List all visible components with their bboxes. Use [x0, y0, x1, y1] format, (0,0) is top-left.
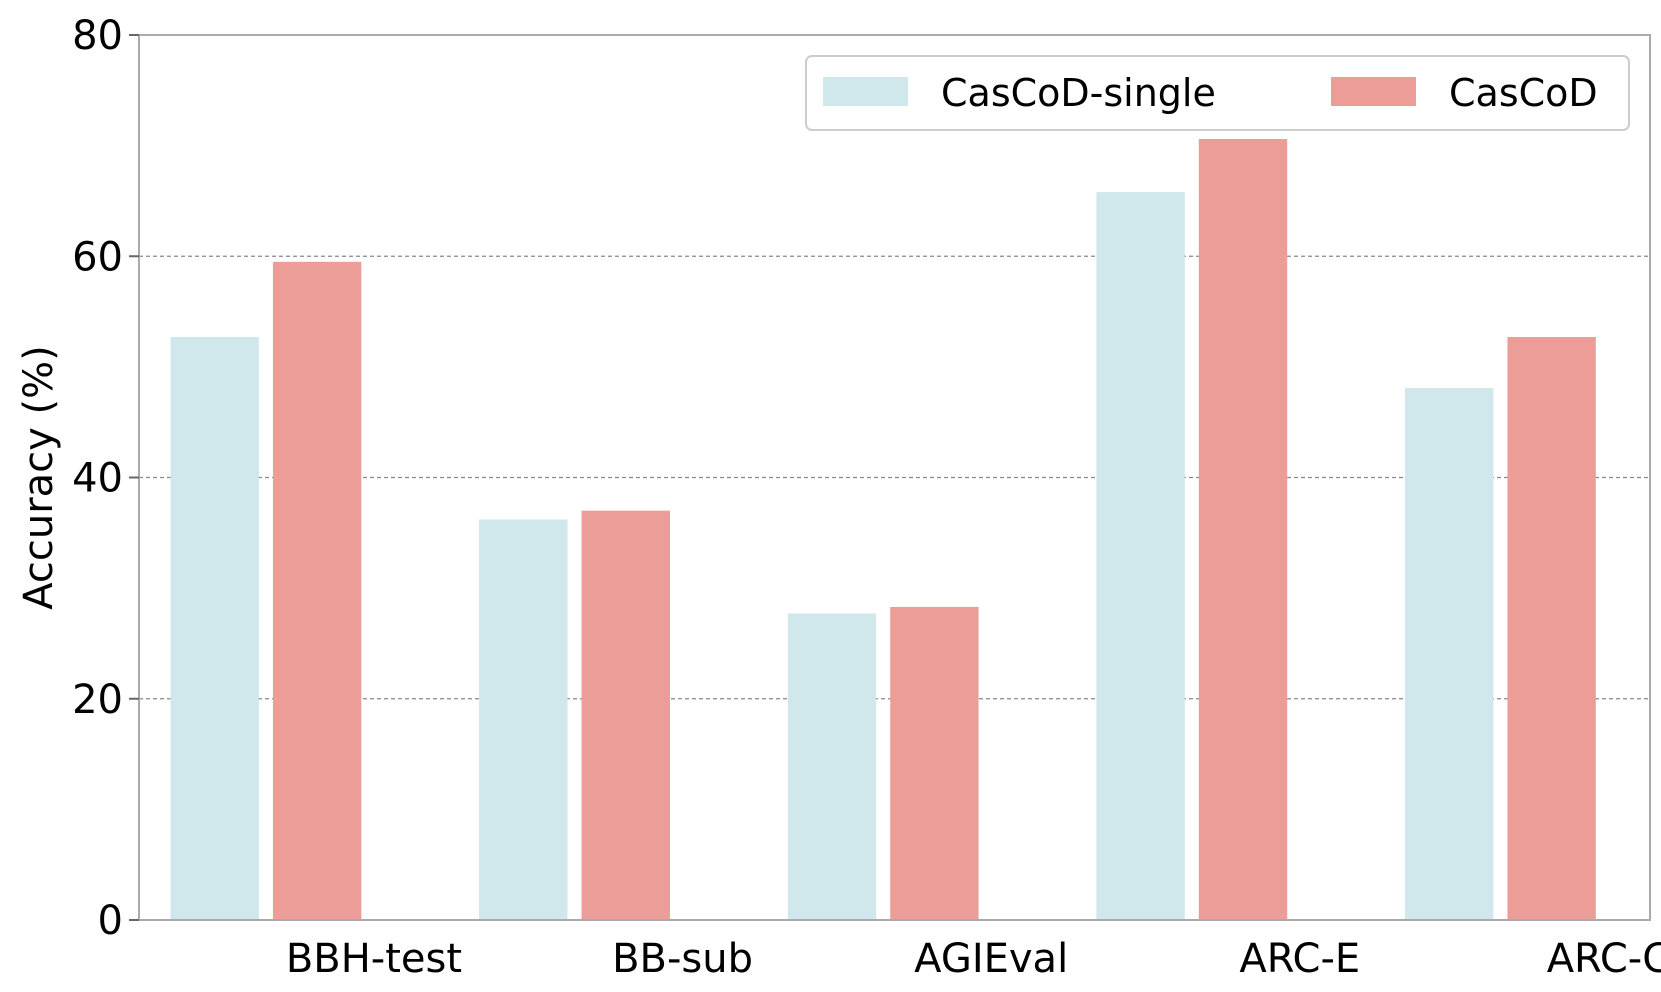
bars	[170, 138, 1596, 921]
bar-bb-sub-cascod	[581, 510, 670, 920]
bar-agieval-cascod	[890, 606, 979, 920]
x-tick-label: BBH-test	[286, 936, 462, 982]
bar-arc-c-cascod-single	[1404, 387, 1494, 920]
bar-bb-sub-cascod-single	[479, 519, 568, 920]
x-tick-label: ARC-C	[1547, 936, 1661, 982]
bar-bbh-test-cascod-single	[170, 337, 259, 921]
y-tick-label: 0	[98, 898, 123, 944]
legend-swatch	[1331, 77, 1416, 106]
legend-swatch	[823, 77, 908, 106]
y-tick-label: 80	[72, 13, 123, 59]
y-tick-label: 20	[72, 677, 123, 723]
x-tick-label: ARC-E	[1239, 936, 1360, 982]
y-axis-label: Accuracy (%)	[16, 345, 62, 610]
bar-arc-c-cascod	[1507, 337, 1596, 921]
x-tick-label: AGIEval	[914, 936, 1068, 982]
legend-box	[805, 55, 1630, 131]
legend-label: CasCoD	[1449, 71, 1598, 115]
bar-arc-e-cascod	[1198, 138, 1288, 921]
legend: CasCoD-single CasCoD	[805, 55, 1630, 131]
bar-agieval-cascod-single	[787, 613, 877, 920]
bar-arc-e-cascod-single	[1096, 192, 1185, 920]
bar-bbh-test-cascod	[272, 261, 362, 920]
x-tick-label: BB-sub	[612, 936, 753, 982]
x-axis-ticks: BBH-test BB-sub AGIEval ARC-E ARC-C	[286, 936, 1661, 982]
y-axis-ticks: 0 20 40 60 80	[72, 13, 139, 944]
y-tick-label: 40	[72, 456, 123, 502]
y-tick-label: 60	[72, 234, 123, 280]
legend-label: CasCoD-single	[941, 71, 1216, 115]
